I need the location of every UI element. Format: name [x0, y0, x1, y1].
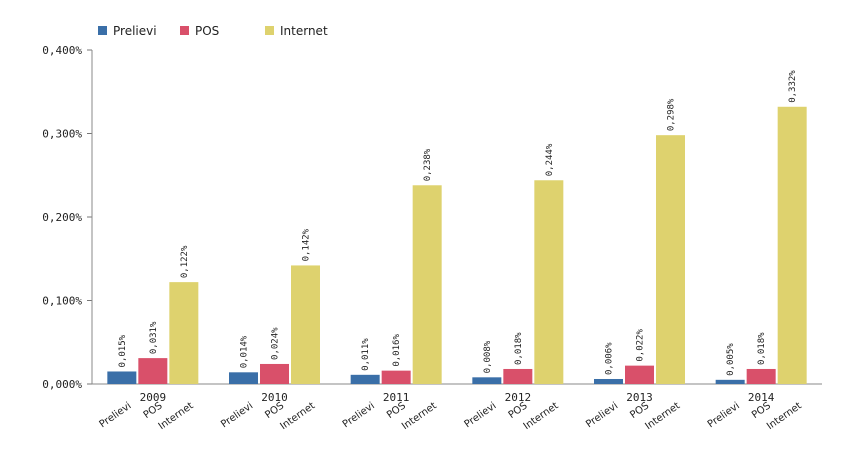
data-label-prelievi-2010: 0,014%	[240, 335, 250, 368]
data-label-prelievi-2013: 0,006%	[605, 342, 615, 375]
data-label-prelievi-2014: 0,005%	[726, 343, 736, 376]
x-category-label-internet: Internet	[522, 400, 561, 432]
x-year-label: 2009	[140, 391, 167, 404]
legend-label-pos: POS	[195, 24, 219, 38]
bar-pos-2011	[381, 370, 411, 384]
x-category-label-prelievi: Prelievi	[462, 400, 498, 430]
data-label-pos-2014: 0,018%	[757, 332, 767, 365]
legend-swatch-pos	[180, 26, 189, 35]
x-category-label-prelievi: Prelievi	[706, 400, 742, 430]
legend-label-prelievi: Prelievi	[113, 24, 157, 38]
data-label-internet-2009: 0,122%	[180, 245, 190, 278]
legend-swatch-prelievi	[98, 26, 107, 35]
y-tick-label: 0,400%	[42, 44, 82, 57]
data-label-internet-2011: 0,238%	[423, 148, 433, 181]
data-label-internet-2012: 0,244%	[545, 143, 555, 176]
x-category-label-prelievi: Prelievi	[341, 400, 377, 430]
data-label-pos-2012: 0,018%	[514, 332, 524, 365]
data-label-pos-2013: 0,022%	[636, 329, 646, 362]
bar-pos-2014	[746, 368, 776, 384]
x-year-label: 2011	[383, 391, 410, 404]
y-tick-label: 0,100%	[42, 295, 82, 308]
data-label-pos-2009: 0,031%	[149, 321, 159, 354]
x-category-label-internet: Internet	[278, 400, 317, 432]
data-label-prelievi-2012: 0,008%	[483, 340, 493, 373]
x-year-label: 2013	[626, 391, 653, 404]
bar-pos-2009	[138, 358, 168, 384]
x-category-label-internet: Internet	[765, 400, 804, 432]
bar-internet-2009	[169, 282, 199, 384]
bar-prelievi-2011	[350, 374, 380, 384]
x-year-label: 2012	[505, 391, 532, 404]
data-label-prelievi-2009: 0,015%	[118, 334, 128, 367]
x-year-label: 2014	[748, 391, 775, 404]
bar-prelievi-2012	[472, 377, 502, 384]
bar-internet-2014	[777, 106, 807, 384]
x-year-label: 2010	[261, 391, 288, 404]
x-category-label-internet: Internet	[643, 400, 682, 432]
bar-prelievi-2009	[107, 371, 137, 384]
y-tick-label: 0,200%	[42, 211, 82, 224]
x-category-label-internet: Internet	[400, 400, 439, 432]
bar-internet-2012	[534, 180, 564, 384]
bar-internet-2010	[291, 265, 320, 384]
bar-prelievi-2013	[594, 378, 623, 384]
legend-label-internet: Internet	[280, 24, 328, 38]
data-label-internet-2013: 0,298%	[667, 98, 677, 131]
bar-internet-2013	[656, 135, 685, 384]
data-label-pos-2011: 0,016%	[392, 334, 402, 367]
data-label-pos-2010: 0,024%	[271, 327, 281, 360]
bar-internet-2011	[412, 185, 442, 384]
x-category-label-prelievi: Prelievi	[219, 400, 255, 430]
bar-pos-2012	[503, 368, 533, 384]
y-tick-label: 0,300%	[42, 128, 82, 141]
data-label-internet-2010: 0,142%	[302, 228, 312, 261]
data-label-prelievi-2011: 0,011%	[361, 338, 371, 371]
x-category-label-internet: Internet	[157, 400, 196, 432]
x-category-label-prelievi: Prelievi	[97, 400, 133, 430]
bar-prelievi-2010	[229, 372, 258, 384]
x-category-label-prelievi: Prelievi	[584, 400, 620, 430]
y-tick-label: 0,000%	[42, 378, 82, 391]
data-label-internet-2014: 0,332%	[788, 70, 798, 103]
bar-prelievi-2014	[715, 379, 745, 384]
legend-swatch-internet	[265, 26, 274, 35]
bar-pos-2010	[260, 363, 289, 384]
bar-pos-2013	[625, 365, 654, 384]
